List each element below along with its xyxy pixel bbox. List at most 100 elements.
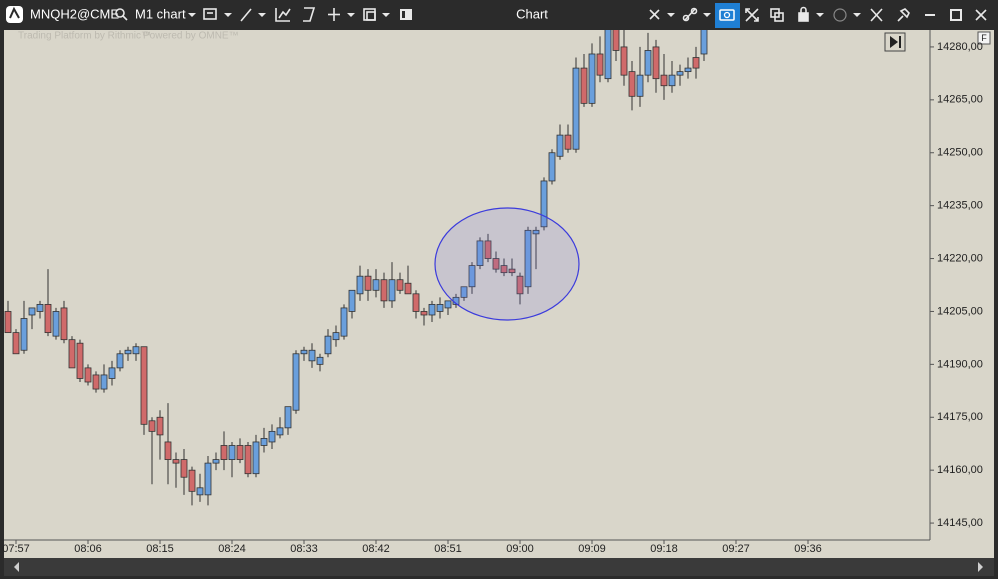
candle-body: [412, 293, 420, 312]
candle-body: [204, 462, 212, 496]
candle-body: [244, 445, 252, 475]
candle-body: [684, 67, 692, 73]
candle-body: [340, 307, 348, 337]
indicator-button[interactable]: [203, 8, 217, 20]
close-button[interactable]: [975, 9, 987, 21]
add-button[interactable]: [328, 8, 340, 21]
candle-body: [252, 441, 260, 475]
dropdown-arrow[interactable]: [853, 13, 861, 17]
detach-button[interactable]: [770, 8, 784, 22]
scroll-to-end-button[interactable]: [884, 32, 906, 52]
corner-badge: F: [977, 31, 991, 45]
candle-body: [692, 57, 700, 69]
draw-button[interactable]: [240, 8, 252, 22]
candle-body: [180, 459, 188, 478]
dropdown-arrow[interactable]: [703, 13, 711, 17]
settings-button[interactable]: [870, 8, 883, 22]
candle-body: [300, 349, 308, 355]
x-tick-label: 09:09: [578, 543, 606, 555]
candle-body: [60, 307, 68, 341]
candle-body: [620, 46, 628, 76]
fullscreen-button[interactable]: [745, 8, 759, 22]
candle-body: [596, 53, 604, 76]
candle-body: [164, 441, 172, 460]
x-tick-label: 08:42: [362, 543, 390, 555]
candle-body: [404, 282, 412, 295]
search-button[interactable]: [115, 8, 128, 21]
study-button[interactable]: [275, 8, 291, 22]
panel-button[interactable]: [400, 9, 412, 20]
dropdown-arrow[interactable]: [816, 13, 824, 17]
candle-body: [668, 74, 676, 87]
candle-body: [108, 367, 116, 379]
y-tick-label: 14250,00: [937, 147, 983, 159]
candle-body: [172, 459, 180, 464]
x-tick-label: 07:57: [2, 543, 30, 555]
dropdown-arrow[interactable]: [347, 13, 355, 17]
candle-body: [348, 289, 356, 312]
template-button[interactable]: [303, 7, 316, 22]
app-logo[interactable]: [6, 6, 23, 23]
candle-body: [700, 30, 708, 55]
layout-button[interactable]: [363, 8, 376, 21]
dropdown-arrow[interactable]: [382, 13, 390, 17]
chart-type-selector[interactable]: M1 chart: [135, 6, 186, 21]
dropdown-arrow[interactable]: [667, 13, 675, 17]
candle-body: [20, 318, 28, 351]
dropdown-arrow[interactable]: [188, 13, 196, 17]
candle-body: [156, 416, 164, 436]
candle-body: [436, 303, 444, 312]
candle-body: [220, 445, 228, 460]
candle-body: [44, 303, 52, 334]
lock-button[interactable]: [798, 6, 809, 22]
y-tick-label: 14175,00: [937, 411, 983, 423]
pin-button[interactable]: [897, 8, 910, 22]
candle-body: [516, 275, 524, 295]
candle-body: [548, 152, 556, 182]
candle-body: [644, 50, 652, 76]
y-tick-label: 14280,00: [937, 41, 983, 53]
candle-body: [132, 346, 140, 355]
maximize-button[interactable]: [950, 9, 962, 21]
plot-area: [4, 30, 708, 506]
scroll-left[interactable]: [14, 562, 19, 572]
dropdown-arrow[interactable]: [224, 13, 232, 17]
candle-body: [460, 286, 468, 298]
highlight-ellipse[interactable]: [434, 207, 580, 321]
candle-body: [492, 258, 500, 270]
candle-body: [508, 268, 516, 274]
x-tick-label: 08:15: [146, 543, 174, 555]
candle-body: [36, 303, 44, 312]
candle-body: [676, 71, 684, 76]
candle-body: [652, 46, 660, 80]
candle-body: [188, 469, 196, 492]
candle-body: [124, 349, 132, 355]
candle-body: [612, 30, 620, 51]
candle-body: [660, 74, 668, 87]
symbol-selector[interactable]: MNQH2@CME: [30, 6, 119, 21]
candle-body: [580, 67, 588, 104]
candle-body: [284, 406, 292, 429]
crosshair-button[interactable]: [649, 9, 660, 20]
candle-body: [268, 430, 276, 443]
window-border: [0, 576, 998, 579]
candle-body: [372, 279, 380, 291]
y-tick-label: 14235,00: [937, 200, 983, 212]
scrollbar[interactable]: [4, 558, 994, 576]
candle-body: [380, 279, 388, 302]
link-button[interactable]: [682, 7, 698, 22]
y-tick-label: 14205,00: [937, 305, 983, 317]
candle-body: [364, 275, 372, 291]
candle-body: [140, 346, 148, 425]
candle-body: [100, 374, 108, 390]
candle-body: [500, 265, 508, 274]
candle-body: [468, 265, 476, 288]
x-tick-label: 08:24: [218, 543, 246, 555]
screenshot-button[interactable]: [715, 3, 740, 28]
dropdown-arrow[interactable]: [258, 13, 266, 17]
y-tick-label: 14145,00: [937, 517, 983, 529]
candle-body: [292, 353, 300, 411]
color-button[interactable]: [833, 8, 847, 22]
scroll-right[interactable]: [978, 562, 983, 572]
